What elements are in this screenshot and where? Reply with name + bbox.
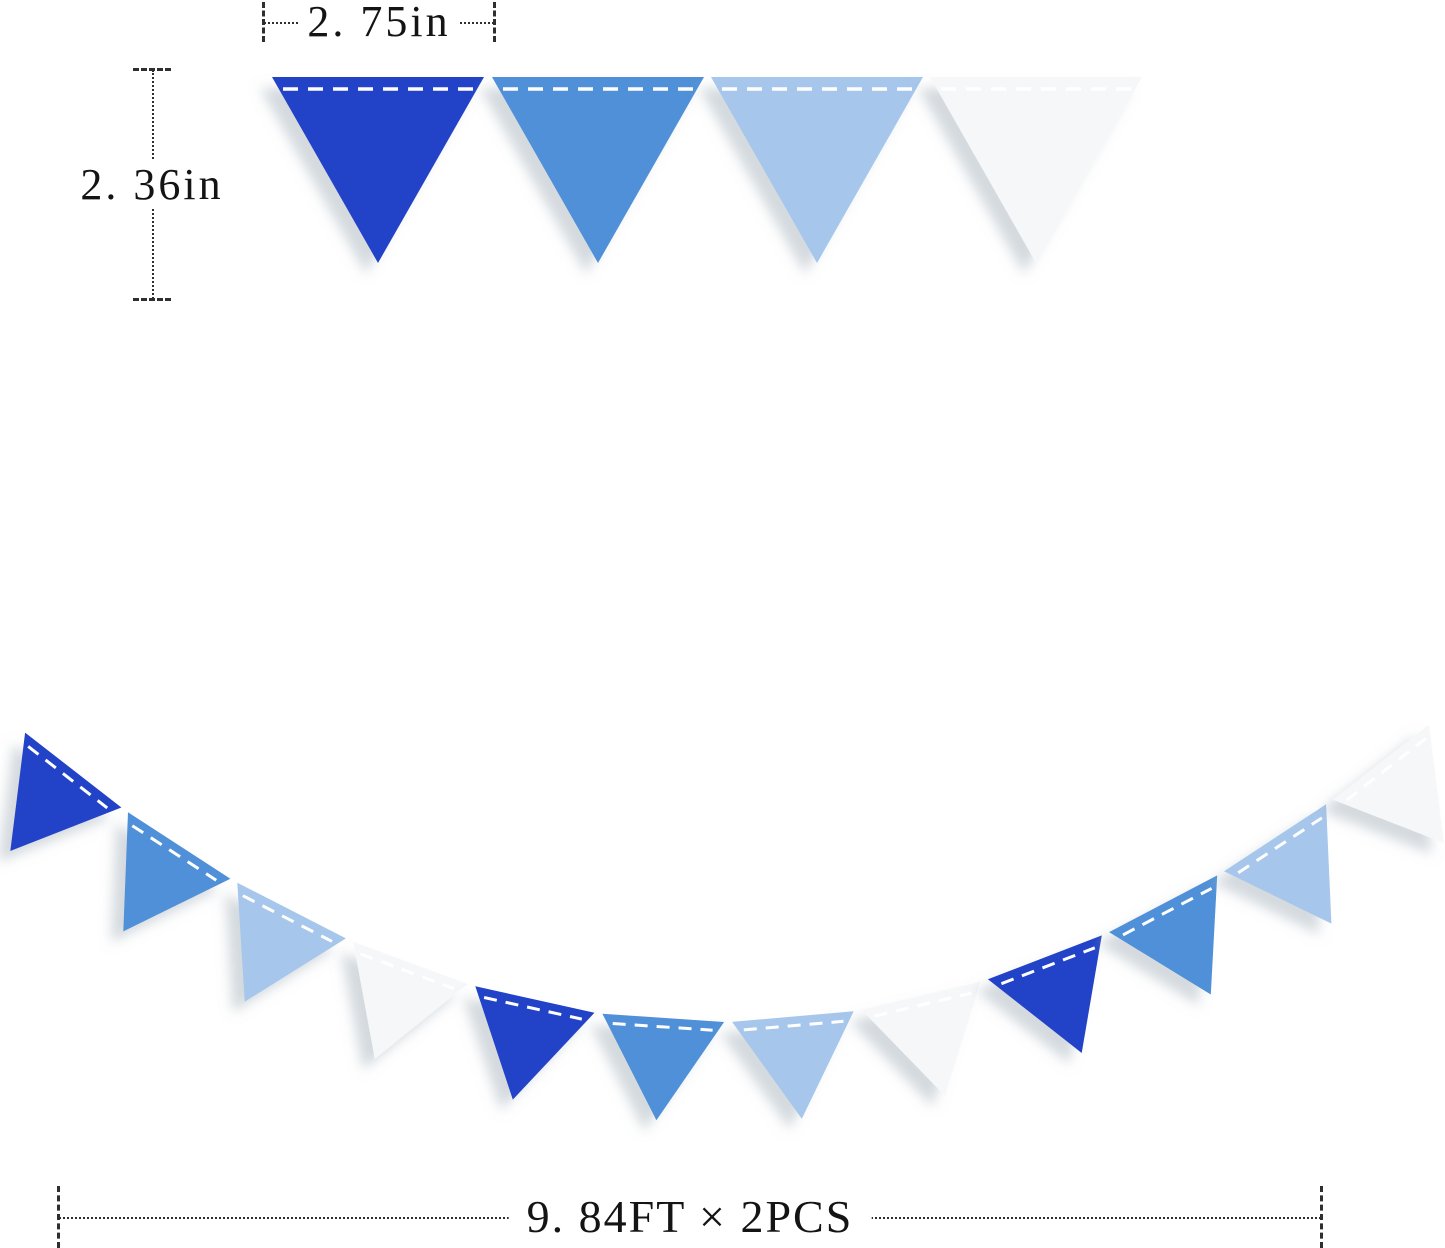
flag-width-label: 2. 75in [299,0,459,46]
stitch-line [242,894,333,943]
flag-height-label: 2. 36in [72,160,232,209]
pennant-flag-white_flag [1332,724,1444,843]
measure-end-tick [57,1186,60,1248]
width-measurement: 2. 75in [262,0,496,46]
pennant-flag-light_blue [732,1011,854,1119]
pennant-flag-light_blue [1224,804,1332,924]
stitch-line [612,1022,713,1032]
pennant-flag-light_blue [711,77,923,263]
stitch-line [359,952,455,991]
stitch-line [483,996,583,1021]
stitch-line [743,1019,844,1032]
pennant-flag-light_blue [237,882,346,1002]
stitch-line [27,745,109,810]
pennant-flag-royal_blue [475,986,595,1100]
pennant-flag-medium_blue [123,812,231,932]
stitch-line [1000,946,1096,986]
pennant-flag-white_flag [353,941,468,1059]
pennant-flag-medium_blue [492,77,704,263]
measure-end-tick [133,68,171,71]
draped-garland [10,724,1444,1121]
pennant-flag-royal_blue [10,732,122,851]
measure-end-tick [1320,1186,1323,1248]
stitch-line [1122,887,1213,937]
length-measurement: 9. 84FT × 2PCS [57,1186,1323,1248]
pennant-flag-white_flag [930,77,1142,263]
measure-end-tick [133,298,171,301]
pennant-flag-royal_blue [987,935,1102,1053]
pennant-flag-white_flag [861,981,981,1096]
stitch-line [1345,737,1427,802]
pennant-flag-medium_blue [1109,875,1218,995]
stitch-line [874,991,973,1018]
measure-end-tick [493,2,496,42]
measure-end-tick [262,2,265,42]
stitch-line [131,824,218,882]
top-flag-row [272,77,1142,263]
banner-length-label: 9. 84FT × 2PCS [508,1192,872,1242]
pennant-flag-medium_blue [602,1013,725,1121]
stitch-line [1237,816,1323,875]
pennant-flag-royal_blue [272,77,484,263]
height-measurement: 2. 36in [72,68,232,301]
